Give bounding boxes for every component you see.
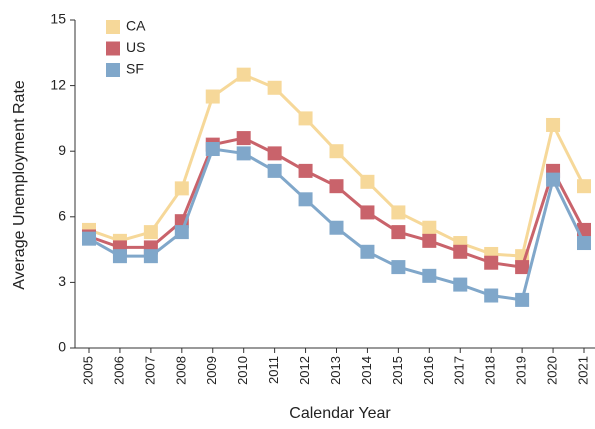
marker (205, 89, 220, 104)
marker (329, 179, 344, 194)
legend-marker (106, 41, 120, 56)
marker (422, 220, 437, 235)
marker (267, 80, 282, 95)
x-tick-label: 2014 (359, 356, 374, 385)
x-axis-label: Calendar Year (289, 405, 391, 422)
marker (360, 174, 375, 189)
marker (329, 220, 344, 235)
marker (391, 260, 406, 275)
legend-marker (106, 63, 120, 77)
marker (546, 172, 561, 187)
legend-label: US (126, 39, 145, 55)
x-tick-label: 2012 (297, 356, 312, 385)
y-tick-label: 15 (50, 11, 66, 27)
x-tick-label: 2015 (390, 356, 405, 385)
marker (515, 292, 530, 307)
x-tick-label: 2011 (266, 356, 281, 384)
marker (360, 205, 375, 220)
marker (236, 131, 251, 146)
marker (453, 244, 468, 259)
marker (82, 231, 96, 246)
marker (422, 233, 437, 248)
x-tick-label: 2016 (421, 356, 436, 385)
x-tick-label: 2021 (575, 356, 590, 385)
marker (484, 255, 499, 270)
marker (298, 163, 313, 178)
marker (391, 225, 406, 240)
x-tick-label: 2009 (204, 356, 219, 385)
x-tick-label: 2017 (452, 356, 467, 385)
legend-label: SF (126, 61, 144, 77)
marker (422, 268, 437, 283)
marker (298, 192, 313, 207)
marker (391, 205, 406, 220)
marker (484, 288, 499, 303)
y-tick-label: 12 (50, 76, 66, 92)
y-tick-label: 3 (58, 273, 66, 289)
marker (143, 249, 158, 264)
marker (267, 163, 282, 178)
y-tick-label: 0 (58, 339, 66, 355)
x-tick-label: 2006 (111, 356, 126, 385)
legend-marker (106, 20, 120, 34)
marker (360, 244, 375, 259)
marker (143, 225, 158, 240)
marker (267, 146, 282, 161)
x-tick-label: 2007 (142, 356, 157, 385)
marker (205, 142, 220, 157)
marker (546, 117, 561, 132)
y-tick-label: 6 (58, 208, 66, 224)
marker (298, 111, 313, 126)
marker (577, 236, 591, 251)
marker (236, 67, 251, 82)
marker (453, 277, 468, 292)
x-tick-label: 2018 (483, 356, 498, 385)
marker (174, 225, 189, 240)
y-axis-label: Average Unemployment Rate (11, 80, 28, 290)
x-tick-label: 2019 (514, 356, 529, 385)
y-tick-label: 9 (58, 142, 66, 158)
x-tick-label: 2020 (545, 356, 560, 385)
marker (236, 146, 251, 161)
x-tick-label: 2005 (80, 356, 95, 385)
x-tick-label: 2008 (173, 356, 188, 385)
legend-label: CA (126, 18, 146, 34)
marker (112, 249, 127, 264)
marker (329, 144, 344, 159)
marker (174, 181, 189, 196)
x-tick-label: 2013 (328, 356, 343, 385)
x-tick-label: 2010 (235, 356, 250, 385)
marker (577, 179, 591, 194)
marker (515, 260, 530, 275)
